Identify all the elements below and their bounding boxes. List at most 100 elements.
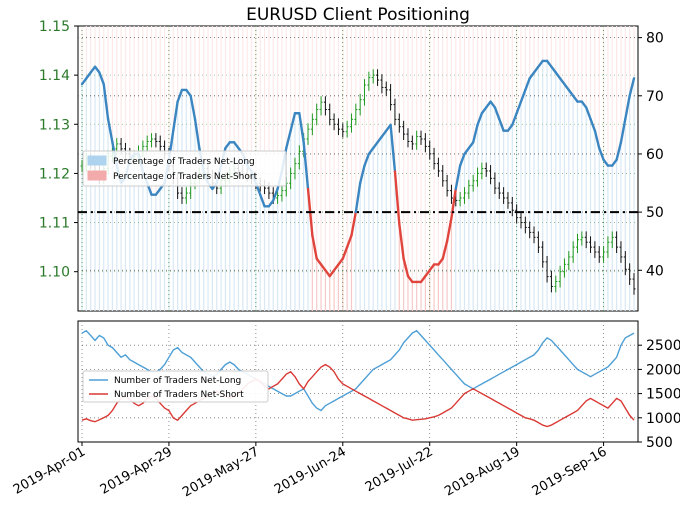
pct-net-long-segment [463,146,471,156]
left-axis-tick-label: 1.13 [39,117,70,133]
pct-net-long-segment [172,100,179,132]
pct-net-long-segment [259,193,266,208]
x-axis-tick-label: 2019-Jul-22 [363,444,436,495]
right-axis-tick-label: 70 [646,89,664,105]
x-axis-tick-label: 2019-Apr-29 [98,444,175,497]
pct-net-long-segment [380,129,388,138]
pct-net-long-segment [571,94,579,103]
pct-net-long-segment [267,199,275,208]
pct-net-long-segment [80,77,88,86]
legend-swatch-net-long [87,155,107,166]
pct-net-long-segment [515,100,523,115]
pct-net-long-segment [363,152,371,167]
pct-net-long-segment [424,269,431,278]
left-axis-tick-label: 1.14 [39,68,70,84]
pct-net-long-segment [315,257,323,266]
pct-net-long-segment [389,123,397,173]
pct-net-long-segment [498,117,505,132]
top-legend-box [82,150,287,187]
pct-net-long-segment [598,146,605,161]
pct-net-long-segment [193,117,201,150]
x-axis-tick-label: 2019-Apr-01 [11,444,88,497]
pct-net-long-segment [332,263,340,272]
right-axis-tick-label: 2000 [646,362,680,378]
pct-net-long-segment [615,141,623,161]
pct-net-long-segment [272,187,279,202]
pct-net-long-segment [619,117,627,144]
pct-net-long-segment [437,257,444,266]
right-axis-tick-label: 500 [646,435,673,451]
right-axis-tick-label: 80 [646,31,664,47]
pct-net-long-segment [441,240,449,260]
pct-net-long-segment [189,94,197,121]
pct-net-long-segment [624,94,631,121]
pct-net-long-segment [367,146,375,156]
pct-net-long-segment [98,71,105,86]
pct-net-long-segment [232,141,240,150]
pct-net-long-segment [554,71,562,80]
pct-net-long-segment [406,274,414,284]
legend-label-traders-net-long: Number of Traders Net-Long [114,376,241,386]
left-axis-tick-label: 1.12 [39,166,70,182]
right-axis-tick-label: 50 [646,205,664,221]
pct-net-long-segment [393,170,401,225]
pct-net-long-segment [93,65,101,74]
pct-net-long-segment [545,59,553,68]
pct-net-long-segment [558,77,566,86]
legend-label-net-long: Percentage of Traders Net-Long [113,157,255,167]
x-axis: 2019-Apr-01 2019-Apr-29 2019-May-27 2019-Ju… [11,442,610,500]
pct-net-long-segment [528,71,536,80]
legend-label-traders-net-short: Number of Traders Net-Short [114,390,244,400]
x-axis-tick-label: 2019-Aug-19 [442,444,522,499]
pct-net-long-segment [102,82,110,121]
pct-net-long-segment [319,263,327,272]
chart-title: EURUSD Client Positioning [246,5,470,25]
left-axis-tick-label: 1.10 [39,265,70,281]
pct-net-long-segment [350,210,358,237]
bottom-legend-box [82,370,269,403]
pct-net-long-segment [467,141,475,150]
pct-net-long-segment [480,106,488,115]
pct-net-long-segment [85,71,92,80]
pct-net-long-segment [311,234,318,260]
pct-net-long-segment [341,245,349,260]
pct-net-long-segment [458,152,466,167]
pct-net-long-segment [402,257,410,278]
pct-net-long-segment [419,274,427,284]
pct-net-long-segment [450,187,457,220]
x-axis-tick-label: 2019-Jun-24 [272,444,349,497]
pct-net-long-segment [602,158,610,167]
pct-net-long-segment [358,164,366,185]
pct-net-long-segment [567,88,575,97]
pct-net-long-segment [580,100,588,109]
pct-net-long-segment [493,106,501,121]
left-axis-tick-label: 1.11 [39,216,70,232]
pct-net-long-segment [398,222,405,260]
pct-net-long-segment [550,65,557,74]
top-legend: Percentage of Traders Net-Long Percentag… [82,150,287,187]
pct-net-long-segment [337,257,344,266]
bottom-right-axis: 2500 2000 1500 1000 500 [638,338,680,451]
number-of-traders-net-short-line [81,363,635,428]
pct-net-long-segment [376,135,384,144]
pct-net-long-segment [328,269,336,278]
pct-net-long-segment [298,112,305,144]
pct-net-long-segment [445,216,453,243]
right-axis-tick-label: 60 [646,147,664,163]
right-axis-tick-label: 2500 [646,338,680,354]
pct-net-long-segment [506,123,514,132]
pct-net-long-segment [563,82,571,92]
top-right-axis: 80 70 60 50 40 [638,31,664,279]
pct-net-long-segment [154,187,162,196]
trader-count-series [81,329,635,428]
top-panel-frame [77,25,639,312]
right-axis-tick-label: 1000 [646,411,680,427]
bottom-legend: Number of Traders Net-Long Number of Tra… [82,370,269,403]
pct-net-long-segment [519,88,527,103]
x-axis-tick-label: 2019-Sep-16 [530,444,610,499]
number-of-traders-net-long-line [81,329,635,412]
pct-net-long-segment [428,263,436,272]
pct-net-long-segment [345,234,353,249]
pct-net-long-segment [106,117,114,144]
